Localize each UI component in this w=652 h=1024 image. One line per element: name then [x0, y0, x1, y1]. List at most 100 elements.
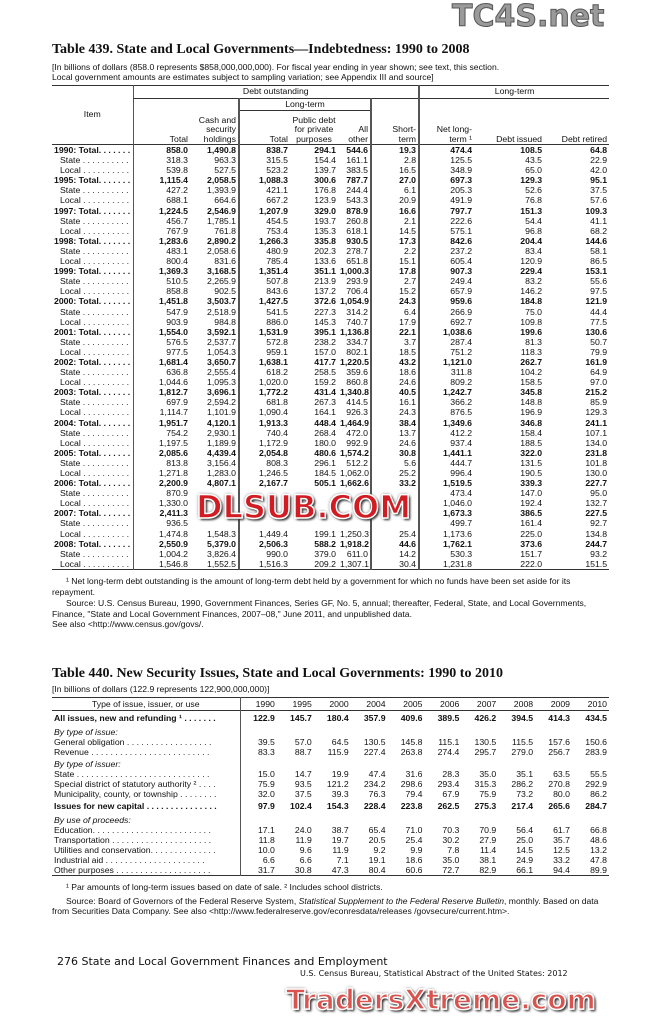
cell: 785.4 [238, 256, 290, 267]
table-439-subtitle: [In billions of dollars (858.0 represent… [52, 62, 612, 82]
cell: 1,114.7 [132, 407, 190, 418]
cell: 22.1 [369, 326, 420, 337]
cell: 2,265.9 [207, 276, 236, 287]
table-row: State . . . . . . . . . . 318.3 963.3 315.5… [52, 155, 609, 166]
see-also-link[interactable]: See also <http://www.census.gov/govs/. [52, 619, 204, 629]
table-row: State . . . . . . . . . . 754.2 2,930.1 740… [52, 427, 609, 438]
header-year: 2005 [403, 699, 423, 709]
cell: 1,224.5 [132, 205, 190, 216]
table-row: Local . . . . . . . . . . 1,474.8 1,548.3 1… [52, 528, 609, 539]
row-label: 2001: Total. . . . . . . [54, 326, 131, 337]
cell [277, 757, 314, 769]
cell: 115.1 [438, 736, 460, 747]
table-row: 1997: Total. . . . . . . 1,224.5 2,546.9 1,… [52, 205, 609, 216]
table-row: 2003: Total. . . . . . . 1,812.7 3,696.1 1,… [52, 387, 609, 398]
cell: 1,090.4 [238, 407, 290, 418]
cell: 19.7 [331, 834, 349, 845]
cell: 2,594.2 [207, 397, 236, 408]
cell: 76.3 [368, 788, 386, 799]
cell: 125.5 [418, 155, 475, 166]
cell: 17.8 [369, 266, 420, 277]
cell: 158.5 [520, 377, 543, 388]
cell: 2,506.3 [238, 538, 290, 549]
cell: 870.9 [132, 488, 190, 499]
cell: 154.3 [326, 800, 349, 811]
cell: 512.2 [346, 457, 368, 468]
cell: 474.4 [418, 144, 475, 156]
cell: 1,548.3 [207, 528, 236, 539]
cell: 2,085.6 [132, 447, 190, 458]
cell: 618.1 [346, 225, 368, 236]
cell: 1,772.2 [238, 387, 290, 398]
table-row: State . . . . . . . . . . 547.9 2,518.9 541… [52, 306, 609, 317]
header-year: 2000 [329, 699, 349, 709]
cell: 16.1 [369, 397, 420, 408]
cell [535, 813, 572, 825]
cell: 787.7 [346, 175, 368, 186]
header-item: Item [83, 109, 101, 120]
cell: 38.4 [369, 417, 420, 428]
cell: 28.3 [442, 768, 460, 779]
cell [424, 813, 461, 825]
cell: 223.8 [400, 800, 423, 811]
cell: 263.8 [400, 746, 423, 757]
cell: 217.4 [511, 800, 534, 811]
row-label: State . . . . . . . . . . [60, 185, 129, 196]
cell: 188.5 [520, 437, 543, 448]
cell: 611.0 [346, 548, 368, 559]
header-lt-total: Total [238, 110, 290, 145]
cell: 2,058.6 [207, 245, 236, 256]
footnote: ¹ Net long-term debt outstanding is the … [52, 576, 571, 597]
cell: 215.2 [585, 387, 608, 398]
cell: 278.7 [346, 245, 368, 256]
row-label: State . . . . . . . . . . [60, 518, 129, 529]
cell: 30.4 [369, 558, 420, 570]
cell: 47.4 [368, 768, 386, 779]
cell: 47.3 [331, 864, 349, 875]
cell [314, 757, 351, 769]
table-row: 1998: Total. . . . . . . 1,283.6 2,890.2 1,… [52, 235, 609, 246]
cell: 115.5 [512, 736, 534, 747]
header-cash: Cash and security holdings [198, 114, 236, 144]
cell [498, 757, 535, 769]
table-row: By use of proceeds: [52, 812, 609, 825]
cell: 412.2 [418, 427, 475, 438]
cell: 70.3 [442, 824, 460, 835]
cell [461, 757, 498, 769]
cell: 145.3 [314, 316, 336, 327]
table-row: State . . . . . . . . . . 510.5 2,265.9 507… [52, 276, 609, 287]
cell: 1,673.3 [418, 508, 475, 519]
cell: 256.7 [548, 746, 571, 757]
cell: 66.8 [590, 824, 607, 835]
cell: 25.4 [369, 528, 420, 539]
cell: 706.4 [346, 286, 368, 297]
cell: 137.2 [314, 286, 336, 297]
cell: 32.0 [239, 788, 277, 799]
header-short-term: Short- term [369, 98, 420, 145]
cell: 292.9 [585, 778, 607, 789]
cell: 1,918.2 [340, 538, 369, 549]
cell: 157.0 [314, 346, 336, 357]
cell: 95.0 [590, 488, 608, 499]
cell: 491.9 [418, 195, 475, 206]
cell: 38.7 [331, 824, 349, 835]
cell: 315.5 [238, 155, 290, 166]
cell: 800.4 [132, 256, 190, 267]
cell: 1,046.0 [418, 498, 475, 509]
cell: 842.6 [418, 235, 475, 246]
cell [369, 488, 420, 499]
cell: 129.3 [520, 175, 543, 186]
row-label: Local . . . . . . . . . . [60, 528, 130, 539]
cell: 605.4 [418, 256, 475, 267]
cell: 287.4 [418, 336, 475, 347]
table-row: Municipality, county, or township . . . … [52, 788, 609, 799]
cell: 1,464.9 [340, 417, 369, 428]
cell: 184.8 [520, 296, 543, 307]
subtitle-line: Local government amounts are estimates s… [52, 72, 434, 82]
table-row: 2005: Total. . . . . . . 2,085.6 4,439.4 2,… [52, 447, 609, 458]
cell: 1,552.5 [207, 558, 236, 569]
cell: 3,156.4 [207, 457, 236, 468]
cell: 2,518.9 [207, 306, 236, 317]
cell: 222.6 [418, 215, 475, 226]
cell: 229.4 [520, 266, 543, 277]
